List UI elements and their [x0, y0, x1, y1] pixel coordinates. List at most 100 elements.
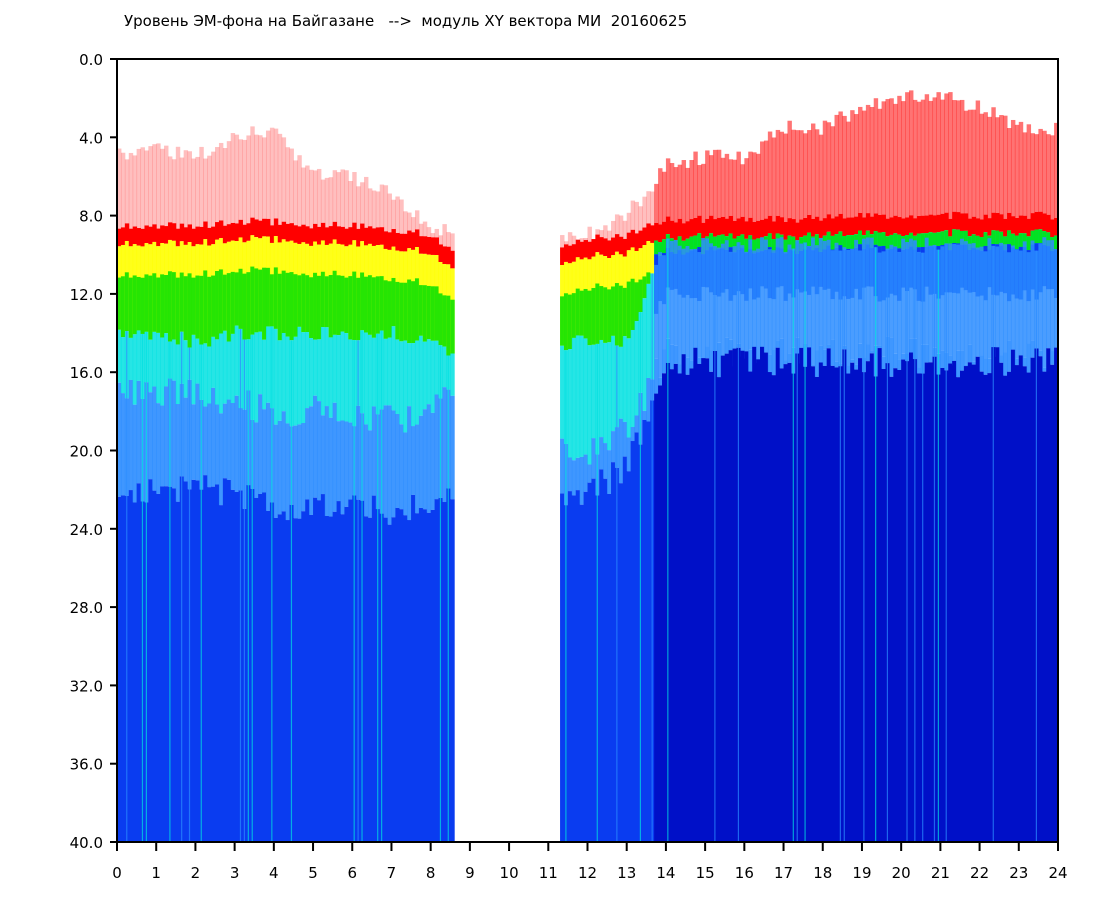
heatmap-cell-cyan-band — [999, 242, 1004, 356]
heatmap-cell-blue-band — [309, 514, 314, 842]
heatmap-cell-cyan-band — [634, 321, 639, 416]
heatmap-cell-red-band — [175, 228, 181, 247]
heatmap-cell-green-band — [771, 239, 777, 253]
y-tick-label: 36.0 — [70, 756, 103, 774]
heatmap-cell-red-band — [712, 219, 718, 237]
heatmap-cell-light-blue-band — [983, 358, 988, 375]
x-tick-label: 17 — [774, 864, 793, 882]
heatmap-streak — [181, 331, 183, 842]
heatmap-cell-light-blue-band — [226, 399, 232, 480]
heatmap-cell-blue-band — [963, 366, 969, 842]
heatmap-cell-cyan-band — [191, 334, 196, 405]
heatmap-streak — [616, 345, 618, 842]
heatmap-cell-sparse-red — [579, 238, 585, 242]
heatmap-cell-blue-band — [826, 348, 832, 842]
x-tick-label: 14 — [656, 864, 675, 882]
heatmap-cell-green-band — [850, 235, 855, 249]
heatmap-cell-blue-band — [422, 509, 428, 842]
heatmap-cell-sparse-red — [877, 108, 883, 215]
heatmap-cell-green-band — [167, 271, 173, 342]
heatmap-cell-cyan-band — [152, 331, 157, 387]
heatmap-cell-cyan-band — [583, 338, 588, 455]
heatmap-cell-green-band — [187, 273, 192, 348]
heatmap-cell-light-blue-band — [391, 410, 396, 518]
heatmap-cell-sparse-red — [446, 232, 451, 247]
heatmap-cell-cyan-band — [693, 249, 698, 355]
heatmap-cell-cyan-band — [830, 250, 836, 340]
heatmap-cell-green-band — [944, 230, 949, 244]
heatmap-cell-red-band — [744, 221, 749, 239]
heatmap-cell-red-band — [301, 224, 306, 243]
heatmap-cell-cyan-band — [834, 242, 839, 362]
heatmap-cell-green-band — [975, 235, 981, 250]
heatmap-cell-cyan-band — [740, 245, 745, 357]
heatmap-cell-red-band — [803, 217, 808, 236]
heatmap-cell-green-band — [842, 236, 847, 250]
heatmap-cell-cyan-band — [344, 333, 349, 422]
heatmap-cell-red-band — [1014, 217, 1020, 236]
heatmap-cell-red-band — [1018, 215, 1024, 234]
heatmap-cell-sparse-red — [422, 221, 428, 237]
heatmap-cell-green-band — [838, 231, 843, 246]
heatmap-cell-sparse-red — [889, 98, 894, 218]
heatmap-cell-cyan-band — [987, 238, 992, 359]
heatmap-cell-sparse-red — [340, 169, 345, 227]
heatmap-cell-red-band — [791, 219, 796, 237]
heatmap-cell-cyan-band — [171, 339, 177, 381]
heatmap-cell-light-blue-band — [822, 349, 828, 366]
heatmap-cell-green-band — [144, 274, 149, 332]
heatmap-cell-blue-band — [230, 489, 236, 842]
heatmap-cell-green-band — [1034, 229, 1039, 244]
heatmap-cell-red-band — [265, 218, 271, 237]
heatmap-cell-green-band — [328, 275, 334, 338]
heatmap-cell-red-band — [705, 218, 710, 237]
heatmap-cell-sparse-red — [810, 123, 816, 219]
heatmap-cell-sparse-red — [854, 114, 859, 217]
heatmap-cell-cyan-band — [728, 251, 734, 340]
heatmap-cell-blue-band — [316, 500, 322, 842]
heatmap-cell-blue-band — [324, 515, 330, 842]
heatmap-cell-red-band — [199, 226, 204, 245]
heatmap-cell-green-band — [571, 293, 577, 338]
heatmap-cell-blue-band — [1054, 347, 1059, 842]
heatmap-cell-blue-band — [293, 518, 298, 842]
heatmap-cell-blue-band — [760, 346, 765, 842]
heatmap-cell-cyan-band — [442, 346, 447, 388]
heatmap-cell-green-band — [383, 280, 389, 339]
heatmap-cell-blue-band — [787, 362, 792, 842]
heatmap-cell-cyan-band — [618, 346, 624, 419]
heatmap-cell-sparse-red — [250, 126, 255, 218]
heatmap-cell-cyan-band — [301, 332, 306, 424]
heatmap-cell-cyan-band — [760, 237, 765, 355]
heatmap-cell-blue-band — [654, 393, 659, 842]
heatmap-cell-light-blue-band — [877, 345, 883, 349]
heatmap-cell-cyan-band — [646, 283, 651, 378]
heatmap-cell-cyan-band — [160, 337, 165, 406]
heatmap-cell-cyan-band — [591, 344, 596, 439]
heatmap-cell-blue-band — [822, 365, 828, 842]
heatmap-cell-sparse-red — [1034, 134, 1039, 212]
heatmap-cell-green-band — [250, 266, 255, 335]
heatmap-cell-cyan-band — [724, 240, 730, 338]
heatmap-cell-sparse-red — [301, 167, 306, 225]
heatmap-cell-red-band — [395, 232, 400, 251]
heatmap-cell-cyan-band — [234, 325, 240, 396]
heatmap-cell-red-band — [332, 221, 338, 240]
heatmap-cell-red-band — [1007, 212, 1012, 231]
heatmap-cell-sparse-red — [775, 129, 781, 216]
heatmap-cell-blue-band — [1014, 365, 1020, 842]
heatmap-cell-sparse-red — [144, 150, 149, 226]
heatmap-cell-cyan-band — [324, 327, 330, 407]
heatmap-cell-sparse-red — [289, 148, 294, 224]
heatmap-cell-red-band — [211, 226, 216, 245]
heatmap-cell-light-blue-band — [211, 387, 216, 487]
heatmap-cell-blue-band — [426, 512, 432, 842]
heatmap-cell-light-blue-band — [191, 404, 196, 480]
heatmap-cell-green-band — [932, 232, 937, 247]
heatmap-cell-cyan-band — [164, 333, 169, 387]
heatmap-cell-sparse-red — [599, 230, 604, 238]
heatmap-cell-sparse-red — [293, 160, 298, 226]
heatmap-cell-sparse-red — [756, 153, 761, 221]
heatmap-cell-sparse-red — [132, 155, 138, 227]
heatmap-cell-green-band — [607, 289, 612, 343]
